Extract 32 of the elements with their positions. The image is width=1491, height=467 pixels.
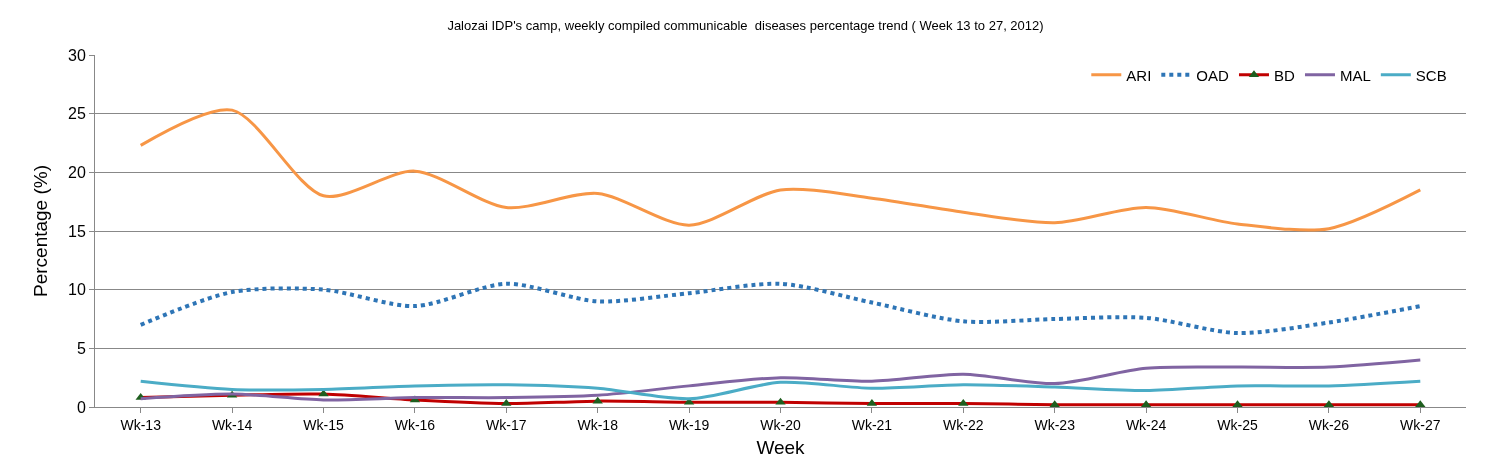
x-tick-label: Wk-21	[851, 416, 893, 433]
x-tick-label: Wk-16	[394, 416, 436, 433]
y-tick-label: 0	[76, 398, 86, 416]
y-tick-label: 30	[68, 46, 86, 64]
y-tick-label: 20	[68, 163, 86, 181]
y-tick-label: 15	[68, 222, 86, 240]
chart-title: Jalozai IDP's camp, weekly compiled communicable diseases percentage trend ( Week 13 to 27, 2012)	[447, 18, 1044, 34]
legend-label: BD	[1273, 66, 1295, 84]
legend-label: ARI	[1126, 66, 1152, 84]
x-tick-label: Wk-13	[120, 416, 162, 433]
x-tick-label: Wk-17	[486, 416, 527, 433]
legend-label: OAD	[1196, 66, 1229, 84]
x-axis-title: Week	[756, 436, 806, 458]
x-tick-label: Wk-26	[1308, 416, 1350, 433]
legend-label: MAL	[1339, 66, 1371, 84]
x-tick-label: Wk-15	[303, 416, 344, 433]
x-tick-label: Wk-25	[1217, 416, 1258, 433]
line-series	[138, 281, 1423, 336]
y-tick-label: 5	[76, 339, 86, 357]
x-tick-label: Wk-14	[211, 416, 253, 433]
x-tick-label: Wk-20	[760, 416, 801, 433]
line-series	[139, 108, 1422, 232]
x-tick-label: Wk-24	[1125, 416, 1167, 433]
x-tick-label: Wk-18	[577, 416, 619, 433]
y-tick-label: 10	[68, 281, 86, 299]
legend-label: SCB	[1415, 66, 1447, 84]
y-tick-label: 25	[68, 105, 86, 123]
x-tick-label: Wk-22	[943, 416, 984, 433]
x-tick-label: Wk-23	[1034, 416, 1076, 433]
y-axis-title: Percentage (%)	[30, 164, 51, 298]
x-tick-label: Wk-27	[1400, 416, 1441, 433]
x-tick-label: Wk-19	[668, 416, 710, 433]
